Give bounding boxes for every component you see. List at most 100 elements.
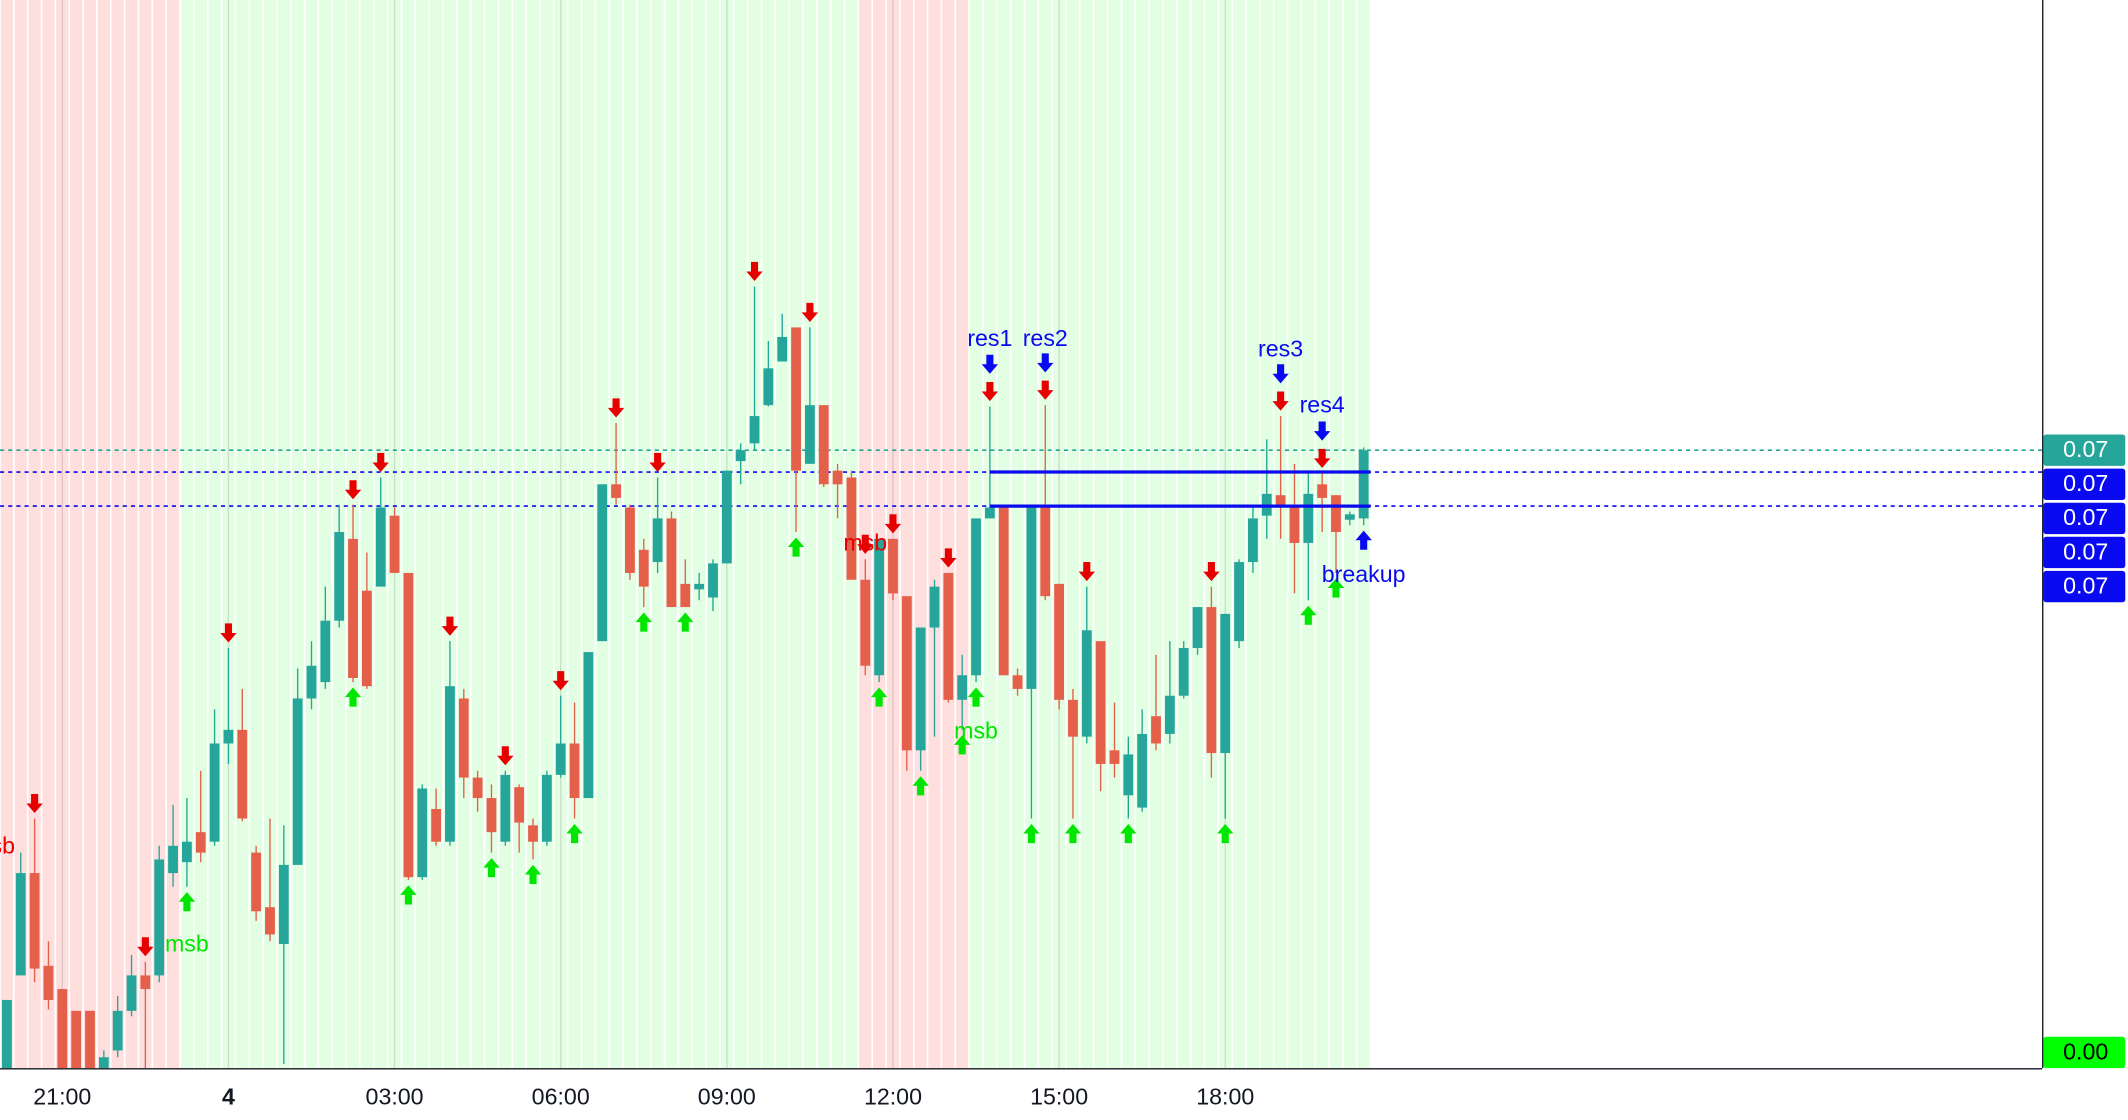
candle-body [901,596,912,751]
regime-stripe [789,0,803,1069]
candle-body [1289,504,1300,543]
candle-body [1068,699,1078,737]
candle-body [431,808,442,842]
resistance-arrow [1272,364,1289,384]
regime-stripe [776,0,789,1069]
swing-low-arrow [912,776,929,796]
candle-body [445,686,455,842]
candle-body [154,859,165,976]
regime-stripe [1094,0,1107,1069]
regime-stripe [1191,0,1204,1069]
price-tag-label: 0.07 [2063,436,2108,462]
candle-body [1054,583,1065,700]
regime-stripe [1163,0,1176,1069]
candle-body [638,549,649,587]
regime-stripe [0,0,14,1069]
regime-stripe [139,0,152,1069]
regime-stripe [873,0,886,1069]
swing-low-arrow [344,687,362,707]
candle-body [181,841,192,863]
x-tick-label: 4 [222,1083,235,1109]
candle-body [265,907,275,935]
regime-stripe [637,0,650,1069]
candle-body [278,864,289,945]
y2-tag [2043,1036,2126,1069]
candle-body [680,583,691,608]
swing-low-arrow [400,885,417,905]
swing-low-arrow [1300,605,1317,625]
resistance-arrow [981,354,999,374]
candle-body [929,586,940,628]
regime-stripe [886,0,900,1069]
candle-body [2,999,12,1069]
x-tick-label: 18:00 [1196,1083,1254,1109]
swing-low-arrow [276,1070,292,1089]
x-tick-label: 09:00 [698,1083,756,1109]
swing-low-arrow [483,858,500,878]
swing-high-arrow [746,261,763,282]
regime-stripe [679,0,692,1069]
regime-stripe [831,0,844,1069]
regime-stripe [526,0,540,1069]
candle-body [98,1057,109,1069]
candle-body [458,698,469,778]
candle-body [818,405,829,485]
candle-body [971,518,981,676]
candle-body [348,538,358,679]
regime-stripe [1136,0,1149,1069]
regime-stripe [1232,0,1246,1069]
price-tag-label: 0.07 [2063,504,2108,530]
candle-body [403,572,414,878]
annotation: res2 [1023,325,1068,351]
price-tag [2043,434,2126,466]
candle-body [541,774,552,842]
candle-body [1303,493,1314,543]
price-tag-label: 0.07 [2063,470,2108,496]
regime-stripe [900,0,913,1069]
regime-stripe [983,0,996,1069]
candle-body [15,873,26,976]
regime-stripe [1080,0,1093,1069]
regime-stripe [263,0,277,1069]
annotation: msb [0,832,15,858]
candle-body [237,729,248,819]
regime-stripe [429,0,443,1069]
annotation: res3 [1258,336,1303,362]
regime-stripe [942,0,955,1069]
regime-stripe [1149,0,1163,1069]
candle-body [777,336,788,362]
candle-body [984,507,995,519]
candle-body [71,1010,82,1069]
regime-stripe [208,0,221,1069]
candle-body [1344,514,1355,520]
candle-body [1164,695,1175,734]
candle-body [500,774,511,842]
candle-body [846,477,857,580]
candle-body [361,590,372,687]
regime-stripe [734,0,747,1069]
candle-body [1012,675,1023,689]
candle-body [735,450,746,462]
candle-body [998,507,1009,676]
swing-low-arrow [178,892,196,912]
swing-high-arrow [940,548,957,568]
candle-body [1234,562,1244,642]
candle-body [486,798,497,833]
swing-high-arrow [441,616,459,636]
candle-body [43,965,54,1000]
price-tag-label: 0.07 [2063,538,2108,564]
candle-body [251,852,262,912]
swing-high-arrow [857,534,874,554]
regime-stripe [291,0,304,1069]
candle-body [1040,507,1051,597]
candle-body [1192,607,1203,648]
swing-low-arrow [566,823,583,844]
regime-stripe [803,0,817,1069]
candle-body [1358,450,1369,519]
regime-stripe [1205,0,1218,1069]
swing-high-arrow [497,746,514,766]
candle-body [126,975,137,1011]
price-tag [2043,502,2126,535]
price-tag-label: 0.07 [2063,572,2108,598]
candle-body [472,777,483,799]
